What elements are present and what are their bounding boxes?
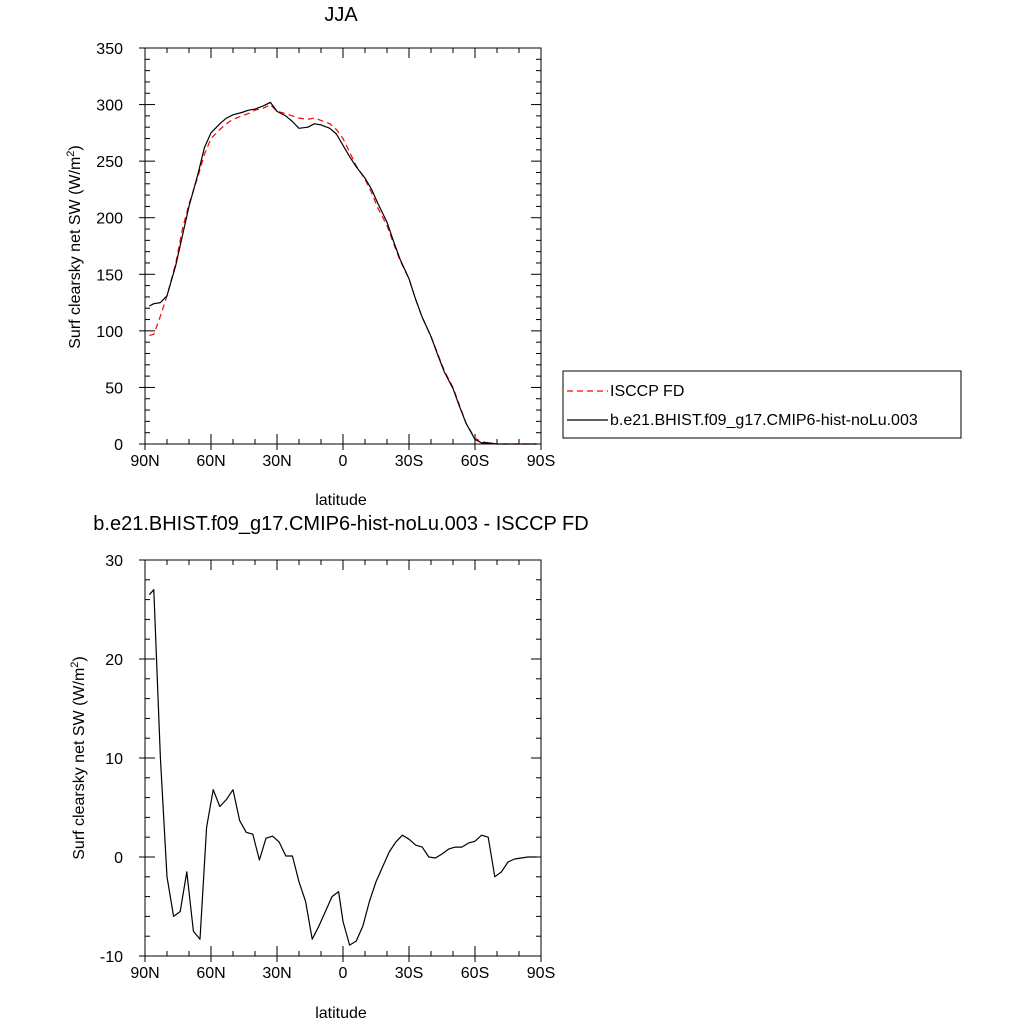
top-x-axis-label: latitude [315,492,367,509]
bottom-y-tick-labels: -10 0 10 20 30 [100,553,123,966]
top-y-axis-label-main: Surf clearsky net SW (W/m [67,157,84,349]
top-ticks [139,47,542,450]
y-tick-label: 50 [105,380,123,397]
top-series-group [149,101,537,445]
series-line-model [149,101,537,445]
top-y-axis-label: Surf clearsky net SW (W/m2) [65,145,84,348]
bottom-plot-frame [144,559,542,957]
y-tick-label: 0 [114,850,123,867]
bottom-y-axis-label-main: Surf clearsky net SW (W/m [71,668,88,860]
y-tick-label: 30 [105,553,123,570]
bottom-y-axis-label-sup: 2 [69,662,81,668]
top-plot-frame [144,47,542,445]
y-tick-label: 150 [96,267,123,284]
bottom-y-axis-label: Surf clearsky net SW (W/m2) [69,656,88,859]
legend-box [562,370,962,439]
x-tick-label: 90N [130,453,159,470]
y-tick-label: -10 [100,949,123,966]
top-panel: JJA 90N 60N 30N 0 30S 60S 90S 0 50 100 150 200 250 3… [65,4,555,509]
x-tick-label: 90N [130,965,159,982]
y-tick-label: 250 [96,154,123,171]
x-tick-label: 30N [262,453,291,470]
y-tick-label: 300 [96,98,123,115]
x-tick-label: 0 [339,965,348,982]
bottom-x-tick-labels: 90N 60N 30N 0 30S 60S 90S [130,965,555,982]
y-tick-label: 0 [114,437,123,454]
top-y-tick-labels: 0 50 100 150 200 250 300 350 [96,41,123,454]
top-x-tick-labels: 90N 60N 30N 0 30S 60S 90S [130,453,555,470]
x-tick-label: 60N [196,965,225,982]
legend: ISCCP FD b.e21.BHIST.f09_g17.CMIP6-hist-… [562,370,962,439]
series-line-difference [148,589,537,946]
series-line-isccp-fd [149,103,537,445]
y-tick-label: 200 [96,211,123,228]
x-tick-label: 30S [395,453,423,470]
x-tick-label: 0 [339,453,348,470]
legend-label-model: b.e21.BHIST.f09_g17.CMIP6-hist-noLu.003 [610,412,918,429]
x-tick-label: 60N [196,453,225,470]
x-tick-label: 60S [461,965,489,982]
top-chart-title: JJA [324,4,358,26]
bottom-x-axis-label: latitude [315,1005,367,1022]
x-tick-label: 30S [395,965,423,982]
y-tick-label: 20 [105,652,123,669]
bottom-series-group [148,589,537,946]
y-tick-label: 100 [96,324,123,341]
top-y-axis-label-end: ) [67,145,84,150]
top-y-axis-label-sup: 2 [65,151,77,157]
bottom-panel: b.e21.BHIST.f09_g17.CMIP6-hist-noLu.003 … [69,513,589,1022]
x-tick-label: 90S [527,965,555,982]
y-tick-label: 10 [105,751,123,768]
x-tick-label: 60S [461,453,489,470]
x-tick-label: 90S [527,453,555,470]
bottom-y-axis-label-end: ) [71,656,88,661]
y-tick-label: 350 [96,41,123,58]
x-tick-label: 30N [262,965,291,982]
legend-label-isccp: ISCCP FD [610,383,684,400]
bottom-chart-title: b.e21.BHIST.f09_g17.CMIP6-hist-noLu.003 … [93,513,588,535]
